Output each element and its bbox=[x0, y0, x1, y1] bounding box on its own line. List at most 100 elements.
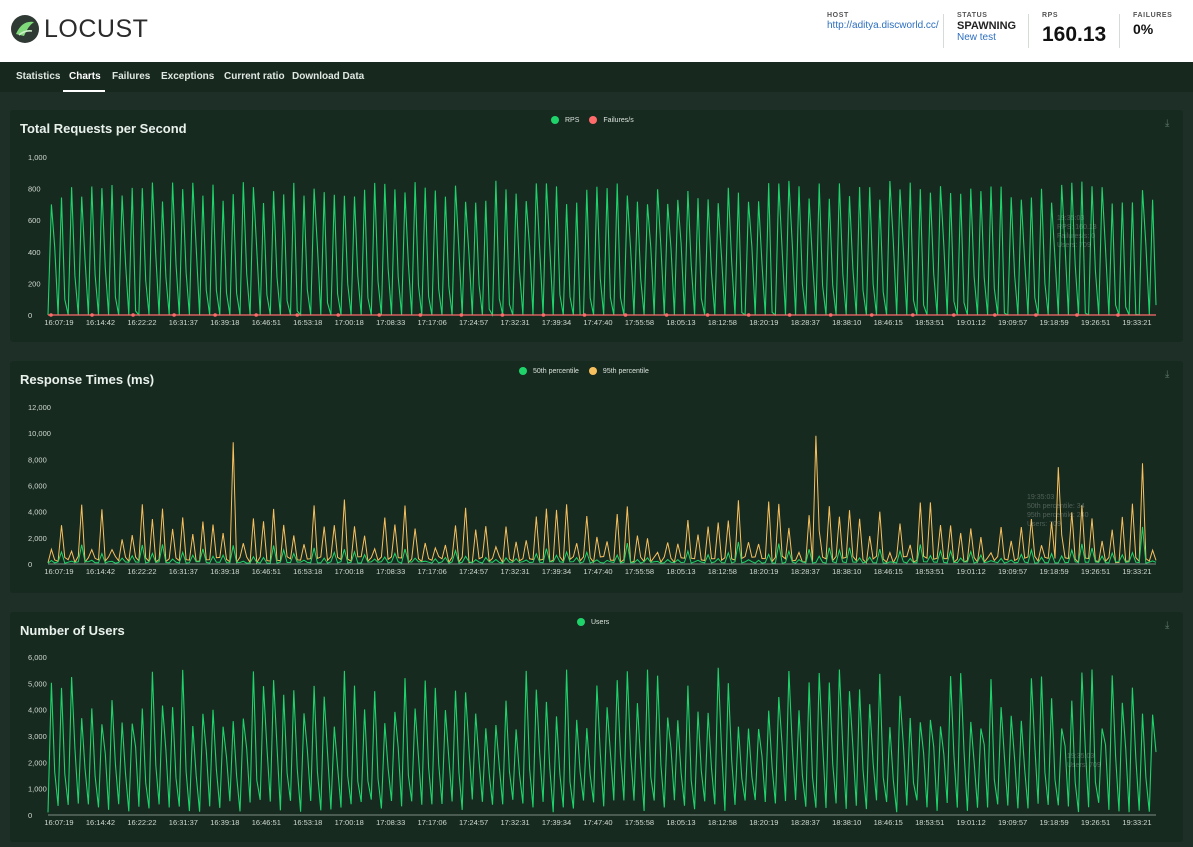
x-tick-label: 19:01:12 bbox=[957, 818, 986, 827]
tab-failures[interactable]: Failures bbox=[112, 71, 151, 82]
legend-item-users[interactable]: Users bbox=[577, 618, 609, 626]
x-tick-label: 19:18:59 bbox=[1039, 567, 1068, 576]
x-tick-label: 16:31:37 bbox=[169, 567, 198, 576]
x-tick-label: 16:07:19 bbox=[44, 318, 73, 327]
logo[interactable]: LOCUST bbox=[10, 14, 148, 44]
active-tab-indicator bbox=[63, 90, 105, 92]
legend-label: 95th percentile bbox=[602, 367, 649, 375]
status-value: SPAWNING bbox=[957, 20, 1017, 32]
locust-logo-icon bbox=[11, 15, 39, 43]
failures-point bbox=[664, 313, 669, 317]
download-icon[interactable]: ⤓ bbox=[1165, 369, 1170, 380]
failures-point bbox=[172, 313, 176, 317]
x-tick-label: 18:53:51 bbox=[915, 818, 944, 827]
y-tick-label: 200 bbox=[28, 279, 41, 288]
legend-label: 50th percentile bbox=[533, 367, 579, 375]
x-tick-label: 17:47:40 bbox=[583, 567, 612, 576]
y-tick-label: 1,000 bbox=[28, 785, 47, 794]
y-tick-label: 8,000 bbox=[28, 455, 47, 464]
x-tick-label: 17:00:18 bbox=[335, 818, 364, 827]
rps-chart-panel: Total Requests per Second RPS Failures/s… bbox=[10, 110, 1183, 342]
y-tick-label: 2,000 bbox=[28, 758, 47, 767]
tooltip-line: 19:35:03 bbox=[1057, 215, 1085, 222]
failures-value: 0% bbox=[1133, 21, 1154, 37]
rps-stat: RPS 160.13 bbox=[1042, 12, 1106, 47]
x-tick-label: 17:39:34 bbox=[542, 567, 571, 576]
failures-point bbox=[828, 313, 833, 317]
failures-point bbox=[90, 313, 94, 317]
new-test-link[interactable]: New test bbox=[957, 32, 996, 43]
tab-charts[interactable]: Charts bbox=[69, 71, 101, 82]
failures-point bbox=[131, 313, 135, 317]
x-tick-label: 19:18:59 bbox=[1039, 318, 1068, 327]
legend-dot bbox=[519, 367, 527, 375]
tab-statistics[interactable]: Statistics bbox=[16, 71, 61, 82]
failures-point bbox=[623, 313, 628, 317]
x-tick-label: 16:31:37 bbox=[169, 818, 198, 827]
x-tick-label: 17:39:34 bbox=[542, 318, 571, 327]
legend-dot bbox=[577, 618, 585, 626]
tooltip-line: 50th percentile: 34 bbox=[1027, 503, 1085, 510]
tab-bar: Statistics Charts Failures Exceptions Cu… bbox=[0, 62, 1193, 92]
x-tick-label: 17:08:33 bbox=[376, 818, 405, 827]
x-tick-label: 16:53:18 bbox=[293, 567, 322, 576]
chart-title: Number of Users bbox=[20, 623, 125, 638]
legend-label: RPS bbox=[565, 116, 580, 124]
x-tick-label: 19:26:51 bbox=[1081, 318, 1110, 327]
legend-dot bbox=[589, 116, 598, 124]
x-tick-label: 17:32:31 bbox=[500, 567, 529, 576]
legend-item-failures[interactable]: Failures/s bbox=[589, 116, 634, 124]
x-tick-label: 18:20:19 bbox=[749, 567, 778, 576]
status-stat: STATUS SPAWNING New test bbox=[957, 12, 1016, 43]
x-tick-label: 19:33:21 bbox=[1122, 567, 1151, 576]
x-tick-label: 17:47:40 bbox=[583, 318, 612, 327]
x-tick-label: 19:09:57 bbox=[998, 818, 1027, 827]
failures-point bbox=[1034, 313, 1038, 317]
legend-item-rps[interactable]: RPS bbox=[551, 116, 579, 124]
chart-legend: 50th percentile 95th percentile bbox=[519, 367, 659, 375]
legend-label: Failures/s bbox=[603, 116, 634, 124]
legend-item-p50[interactable]: 50th percentile bbox=[519, 367, 579, 375]
x-tick-label: 17:00:18 bbox=[335, 567, 364, 576]
x-tick-label: 16:22:22 bbox=[127, 318, 156, 327]
failures-point bbox=[1075, 313, 1079, 317]
failures-label: FAILURES bbox=[1133, 12, 1173, 19]
tooltip-line: Users: 709 bbox=[1067, 762, 1101, 769]
x-tick-label: 18:46:15 bbox=[874, 818, 903, 827]
failures-point bbox=[418, 313, 423, 317]
failures-point bbox=[377, 313, 382, 317]
p95-series-line bbox=[47, 435, 1157, 565]
tab-current-ratio[interactable]: Current ratio bbox=[224, 71, 285, 82]
y-tick-label: 5,000 bbox=[28, 679, 47, 688]
x-tick-label: 16:14:42 bbox=[86, 567, 115, 576]
x-tick-label: 19:26:51 bbox=[1081, 567, 1110, 576]
failures-point bbox=[993, 313, 997, 317]
x-tick-label: 17:00:18 bbox=[335, 318, 364, 327]
x-tick-label: 18:20:19 bbox=[749, 818, 778, 827]
logo-text: LOCUST bbox=[44, 14, 149, 43]
download-icon[interactable]: ⤓ bbox=[1165, 118, 1170, 129]
download-icon[interactable]: ⤓ bbox=[1165, 620, 1170, 631]
x-tick-label: 18:28:37 bbox=[791, 567, 820, 576]
x-tick-label: 19:33:21 bbox=[1122, 318, 1151, 327]
chart-tooltip: 19:35:03 RPS: 160.13 Failures/s: 0 Users… bbox=[1057, 214, 1097, 250]
top-header: LOCUST HOST http://aditya.discworld.cc/ … bbox=[0, 0, 1193, 63]
response-times-chart: 12,000 10,000 8,000 6,000 4,000 2,000 0 16:07:1… bbox=[28, 403, 1157, 576]
chart-title: Response Times (ms) bbox=[20, 372, 155, 387]
y-tick-label: 0 bbox=[28, 811, 32, 820]
x-tick-label: 17:17:06 bbox=[418, 567, 447, 576]
x-tick-label: 16:53:18 bbox=[293, 318, 322, 327]
tooltip-line: 19:35:03 bbox=[1027, 494, 1055, 501]
tab-exceptions[interactable]: Exceptions bbox=[161, 71, 215, 82]
failures-point bbox=[49, 313, 53, 317]
failures-point bbox=[336, 313, 341, 317]
failures-point bbox=[459, 313, 464, 317]
tab-download-data[interactable]: Download Data bbox=[292, 71, 365, 82]
y-tick-label: 12,000 bbox=[28, 403, 51, 412]
users-series-line bbox=[47, 667, 1157, 813]
legend-item-p95[interactable]: 95th percentile bbox=[588, 367, 649, 375]
x-tick-label: 19:26:51 bbox=[1081, 818, 1110, 827]
x-tick-label: 17:24:57 bbox=[459, 567, 488, 576]
host-link[interactable]: http://aditya.discworld.cc/ bbox=[827, 20, 939, 31]
y-tick-label: 800 bbox=[28, 185, 41, 194]
